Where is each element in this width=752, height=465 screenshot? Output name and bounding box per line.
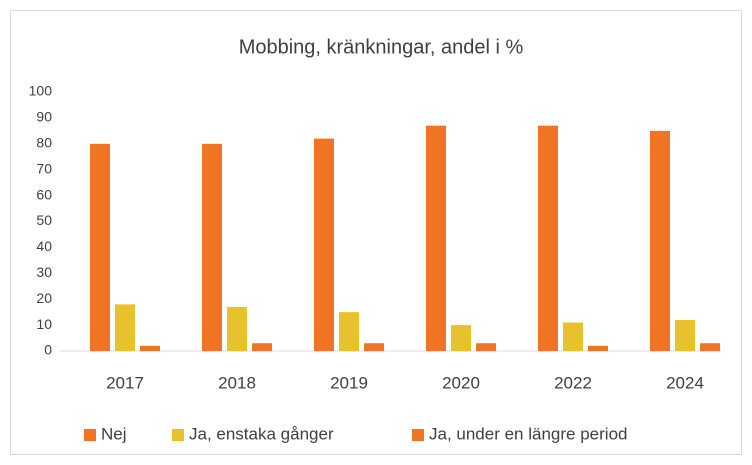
y-tick-label: 70 [36,160,52,176]
bar [90,143,110,351]
bar [563,322,583,351]
bar [314,138,334,351]
y-tick-label: 10 [36,316,52,332]
y-tick-label: 100 [29,83,53,99]
bar [476,343,496,351]
x-tick-label: 2017 [106,373,144,392]
legend-label: Ja, enstaka gånger [189,424,334,443]
legend-swatch [172,429,184,441]
y-tick-label: 40 [36,238,52,254]
bar [650,130,670,351]
bar [675,319,695,351]
bar [426,125,446,351]
bar [451,325,471,351]
y-tick-label: 90 [36,109,52,125]
bar [700,343,720,351]
y-tick-label: 30 [36,264,52,280]
legend-swatch [84,429,96,441]
bar [202,143,222,351]
bar [538,125,558,351]
y-tick-label: 60 [36,186,52,202]
bar [339,312,359,351]
x-tick-label: 2024 [666,373,704,392]
legend-label: Ja, under en längre period [429,424,627,443]
bar [364,343,384,351]
legend-swatch [412,429,424,441]
y-tick-label: 50 [36,212,52,228]
bar [115,304,135,351]
y-tick-label: 20 [36,290,52,306]
x-tick-label: 2020 [442,373,480,392]
x-tick-label: 2018 [218,373,256,392]
bar [252,343,272,351]
bar [588,345,608,351]
legend-label: Nej [101,424,127,443]
x-tick-label: 2019 [330,373,368,392]
bar [140,345,160,351]
chart-border [10,10,742,455]
y-tick-label: 0 [44,342,52,358]
x-tick-label: 2022 [554,373,592,392]
y-tick-label: 80 [36,135,52,151]
bar [227,306,247,351]
chart-title: Mobbing, kränkningar, andel i % [239,36,524,58]
